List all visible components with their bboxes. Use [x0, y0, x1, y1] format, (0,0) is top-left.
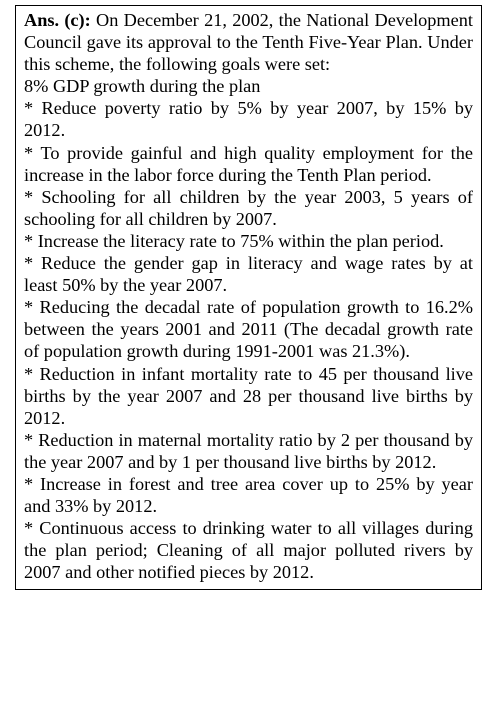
goal-item: * Reduction in maternal mortality ratio …	[24, 429, 473, 472]
goal-item: * Reduction in infant mortality rate to …	[24, 363, 473, 428]
goal-item: * Increase in forest and tree area cover…	[24, 473, 473, 517]
goal-item: 8% GDP growth during the plan	[24, 76, 261, 97]
intro-paragraph: Ans. (c): On December 21, 2002, the Nati…	[24, 9, 473, 75]
goal-item: * To provide gainful and high quality em…	[24, 142, 473, 185]
goal-item: * Schooling for all children by the year…	[24, 186, 473, 229]
goal-item: * Increase the literacy rate to 75% with…	[24, 230, 444, 251]
goal-list: 8% GDP growth during the plan * Reduce po…	[24, 75, 473, 583]
answer-box: Ans. (c): On December 21, 2002, the Nati…	[15, 5, 482, 591]
answer-label: Ans. (c):	[24, 10, 91, 30]
goal-item: * Reducing the decadal rate of populatio…	[24, 297, 473, 362]
goal-item: * Continuous access to drinking water to…	[24, 518, 473, 583]
intro-text: On December 21, 2002, the National Devel…	[24, 10, 473, 75]
goal-item: * Reduce the gender gap in literacy and …	[24, 253, 473, 296]
goal-item: * Reduce poverty ratio by 5% by year 200…	[24, 98, 473, 141]
